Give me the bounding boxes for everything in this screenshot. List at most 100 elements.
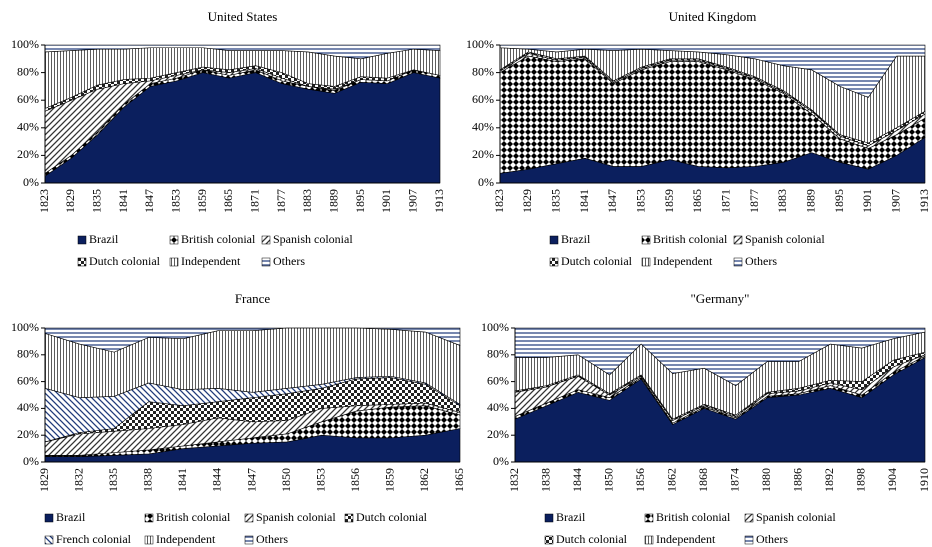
x-tick-label: 1853 <box>633 189 647 213</box>
chart-panel: United States 0% 20% 40% 60% 80% 100% 1823 1829 1… <box>11 9 446 268</box>
legend-item: Others <box>261 254 305 268</box>
legend-swatch <box>244 513 254 523</box>
x-tick-label: 1907 <box>888 189 902 213</box>
legend-item: Independent <box>169 254 241 268</box>
x-tick-label: 1835 <box>548 189 562 213</box>
area <box>44 327 461 353</box>
x-tick-label: 1898 <box>854 468 868 492</box>
x-tick-label: 1823 <box>492 189 506 213</box>
legend-label: Spanish colonial <box>745 232 825 246</box>
legend-label: French colonial <box>56 532 132 546</box>
y-tick-label: 0% <box>493 454 509 468</box>
legend-label: Independent <box>653 254 713 268</box>
x-tick-label: 1859 <box>383 468 397 492</box>
legend-item: Brazil <box>44 510 86 524</box>
legend-swatch <box>344 513 354 523</box>
x-tick-label: 1877 <box>747 189 761 213</box>
legend-swatch <box>169 257 179 267</box>
x-tick-label: 1895 <box>832 189 846 213</box>
legend-label: Others <box>745 254 777 268</box>
legend-swatch <box>144 535 154 545</box>
x-tick-label: 1841 <box>577 189 591 213</box>
legend-item: Others <box>244 532 288 546</box>
legend-swatch <box>644 513 654 523</box>
x-tick-label: 1862 <box>664 468 678 492</box>
chart-panel: France 0% 20% 40% 60% 80% 100% 1829 1832 1835 1838… <box>11 291 466 546</box>
legend-swatch <box>733 257 743 267</box>
legend-swatch <box>244 535 254 545</box>
x-tick-label: 1883 <box>300 189 314 213</box>
chart-title: "Germany" <box>691 291 750 306</box>
legend-item: British colonial <box>169 232 256 246</box>
legend-label: Brazil <box>561 232 591 246</box>
x-tick-label: 1832 <box>507 468 521 492</box>
y-tick-label: 20% <box>17 147 39 161</box>
legend-label: Spanish colonial <box>756 510 836 524</box>
legend-item: Spanish colonial <box>744 510 836 524</box>
y-tick-label: 0% <box>23 454 39 468</box>
legend-swatch <box>544 535 554 545</box>
legend-swatch <box>77 257 87 267</box>
y-tick-label: 80% <box>487 347 509 361</box>
legend-label: Independent <box>156 532 216 546</box>
legend-item: French colonial <box>44 532 132 546</box>
x-tick-label: 1862 <box>417 468 431 492</box>
legend-label: Spanish colonial <box>273 232 353 246</box>
x-tick-label: 1844 <box>570 468 584 492</box>
legend-swatch <box>644 535 654 545</box>
legend-swatch <box>261 257 271 267</box>
x-tick-label: 1913 <box>917 189 931 213</box>
legend-item: Brazil <box>77 232 119 246</box>
y-tick-label: 60% <box>17 373 39 387</box>
y-tick-label: 100% <box>11 37 39 51</box>
y-tick-label: 80% <box>472 64 494 78</box>
legend-label: Brazil <box>89 232 119 246</box>
x-tick-label: 1853 <box>168 189 182 213</box>
x-tick-label: 1877 <box>274 189 288 213</box>
legend-swatch <box>169 235 179 245</box>
x-tick-label: 1907 <box>405 189 419 213</box>
chart-title: United States <box>208 9 278 24</box>
legend-swatch <box>44 513 54 523</box>
legend-label: Others <box>256 532 288 546</box>
y-tick-label: 60% <box>487 373 509 387</box>
legend-swatch <box>77 235 87 245</box>
legend-item: Dutch colonial <box>549 254 633 268</box>
legend-swatch <box>733 235 743 245</box>
x-tick-label: 1901 <box>860 189 874 213</box>
legend-item: Spanish colonial <box>733 232 825 246</box>
x-tick-label: 1856 <box>633 468 647 492</box>
legend-label: Dutch colonial <box>356 510 428 524</box>
x-tick-label: 1895 <box>353 189 367 213</box>
y-tick-label: 80% <box>17 347 39 361</box>
x-tick-label: 1871 <box>247 189 261 213</box>
legend-swatch <box>261 235 271 245</box>
legend-label: British colonial <box>653 232 728 246</box>
area <box>499 44 926 98</box>
x-tick-label: 1889 <box>326 189 340 213</box>
legend-item: Others <box>733 254 777 268</box>
legend-label: British colonial <box>156 510 231 524</box>
area <box>44 44 441 60</box>
legend-item: Spanish colonial <box>261 232 353 246</box>
legend-item: Independent <box>641 254 713 268</box>
y-tick-label: 20% <box>472 147 494 161</box>
y-tick-label: 40% <box>487 400 509 414</box>
x-tick-label: 1859 <box>662 189 676 213</box>
legend-item: Others <box>744 532 788 546</box>
x-tick-label: 1904 <box>885 468 899 492</box>
legend-swatch <box>744 513 754 523</box>
x-tick-label: 1889 <box>803 189 817 213</box>
x-tick-label: 1841 <box>116 189 130 213</box>
legend-label: Independent <box>656 532 716 546</box>
y-tick-label: 40% <box>17 400 39 414</box>
x-tick-label: 1823 <box>37 189 51 213</box>
legend-item: Independent <box>644 532 716 546</box>
chart-title: United Kingdom <box>669 9 757 24</box>
area <box>514 327 926 386</box>
x-tick-label: 1865 <box>221 189 235 213</box>
x-tick-label: 1835 <box>106 468 120 492</box>
x-tick-label: 1847 <box>142 189 156 213</box>
legend-label: Brazil <box>556 510 586 524</box>
